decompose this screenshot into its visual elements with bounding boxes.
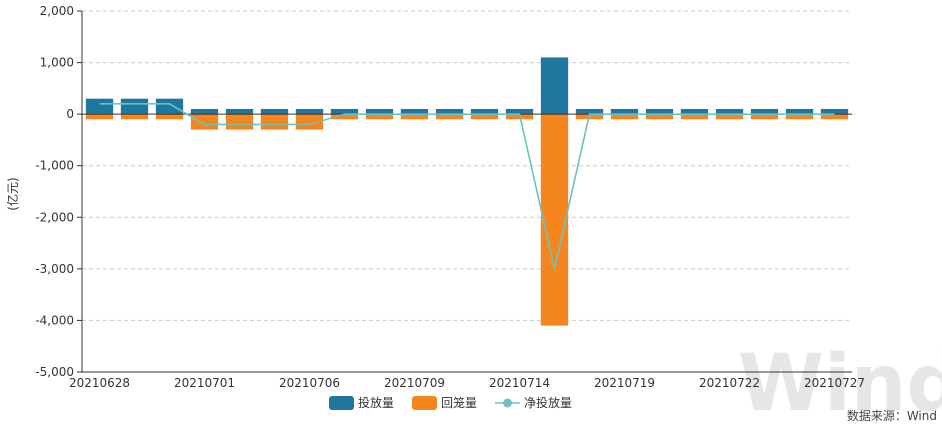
legend-item: 净投放量: [495, 395, 572, 410]
bar-injection: [85, 98, 114, 115]
bar-withdrawal: [120, 114, 149, 120]
bar-injection: [470, 108, 499, 115]
bar-withdrawal: [645, 114, 674, 120]
y-tick-label: 0: [66, 107, 74, 121]
legend-label: 净投放量: [524, 395, 572, 410]
x-tick-label: 20210722: [699, 376, 760, 390]
axes: [81, 11, 852, 373]
bar-withdrawal: [365, 114, 394, 120]
bar-injection: [680, 108, 709, 115]
y-tick-label: 1,000: [40, 56, 74, 70]
source-note: 数据来源：Wind: [847, 408, 937, 423]
bar-withdrawal: [435, 114, 464, 120]
y-axis-ticks: 2,000 1,000 0 -1,000 -2,000 -3,000 -4,000 -5,00…: [35, 4, 82, 379]
bar-injection: [610, 108, 639, 115]
bar-withdrawal: [610, 114, 639, 120]
bar-injection: [820, 108, 849, 115]
bar-injection: [120, 98, 149, 115]
bar-withdrawal: [785, 114, 814, 120]
x-tick-label: 20210714: [489, 376, 550, 390]
bar-withdrawal: [85, 114, 114, 120]
bar-injection: [330, 108, 359, 115]
legend: 投放量 回笼量 净投放量: [329, 395, 572, 410]
x-tick-label: 20210719: [594, 376, 655, 390]
bar-injection: [785, 108, 814, 115]
bar-injection: [260, 108, 289, 115]
y-tick-label: -2,000: [35, 210, 74, 224]
bar-injection: [365, 108, 394, 115]
y-axis-label: (亿元): [5, 177, 20, 210]
y-tick-label: -1,000: [35, 159, 74, 173]
grid-lines: [82, 10, 852, 321]
y-tick-label: -5,000: [35, 365, 74, 379]
bar-injection: [225, 108, 254, 115]
legend-item: 投放量: [329, 395, 394, 410]
y-tick-label: -4,000: [35, 313, 74, 327]
bar-injection: [575, 108, 604, 115]
bar-injection: [540, 57, 569, 115]
bar-withdrawal: [330, 114, 359, 120]
x-tick-label: 20210727: [804, 376, 865, 390]
bar-withdrawal: [680, 114, 709, 120]
bar-withdrawal: [225, 114, 254, 130]
bar-withdrawal: [260, 114, 289, 130]
bar-injection: [190, 108, 219, 115]
bar-withdrawal: [295, 114, 324, 130]
x-tick-label: 20210701: [174, 376, 235, 390]
bar-injection: [645, 108, 674, 115]
net-line: [99, 103, 835, 270]
watermark-logo: Wind: [738, 339, 942, 426]
bar-injection: [400, 108, 429, 115]
bar-withdrawal: [400, 114, 429, 120]
bar-injection: [295, 108, 324, 115]
legend-label: 回笼量: [441, 395, 477, 410]
y-tick-label: 2,000: [40, 4, 74, 18]
legend-swatch: [329, 396, 354, 410]
bar-injection: [505, 108, 534, 115]
legend-swatch: [412, 396, 437, 410]
bar-withdrawal: [820, 114, 849, 120]
bar-injection: [715, 108, 744, 115]
bar-withdrawal: [540, 114, 569, 326]
net-line-path: [99, 103, 835, 270]
bar-injection: [750, 108, 779, 115]
bar-withdrawal: [715, 114, 744, 120]
y-tick-label: -3,000: [35, 262, 74, 276]
bar-withdrawal: [470, 114, 499, 120]
x-tick-label: 20210706: [279, 376, 340, 390]
x-tick-label: 20210628: [69, 376, 130, 390]
bar-injection: [435, 108, 464, 115]
x-tick-label: 20210709: [384, 376, 445, 390]
bar-withdrawal: [190, 114, 219, 130]
bar-withdrawal: [155, 114, 184, 120]
bar-injection: [155, 98, 184, 115]
x-axis-ticks: 20210628 20210701 20210706 20210709 20210714…: [69, 376, 865, 390]
legend-item: 回笼量: [412, 395, 477, 410]
bars: [85, 57, 849, 326]
legend-label: 投放量: [358, 395, 394, 410]
legend-marker: [503, 398, 512, 408]
bar-withdrawal: [750, 114, 779, 120]
